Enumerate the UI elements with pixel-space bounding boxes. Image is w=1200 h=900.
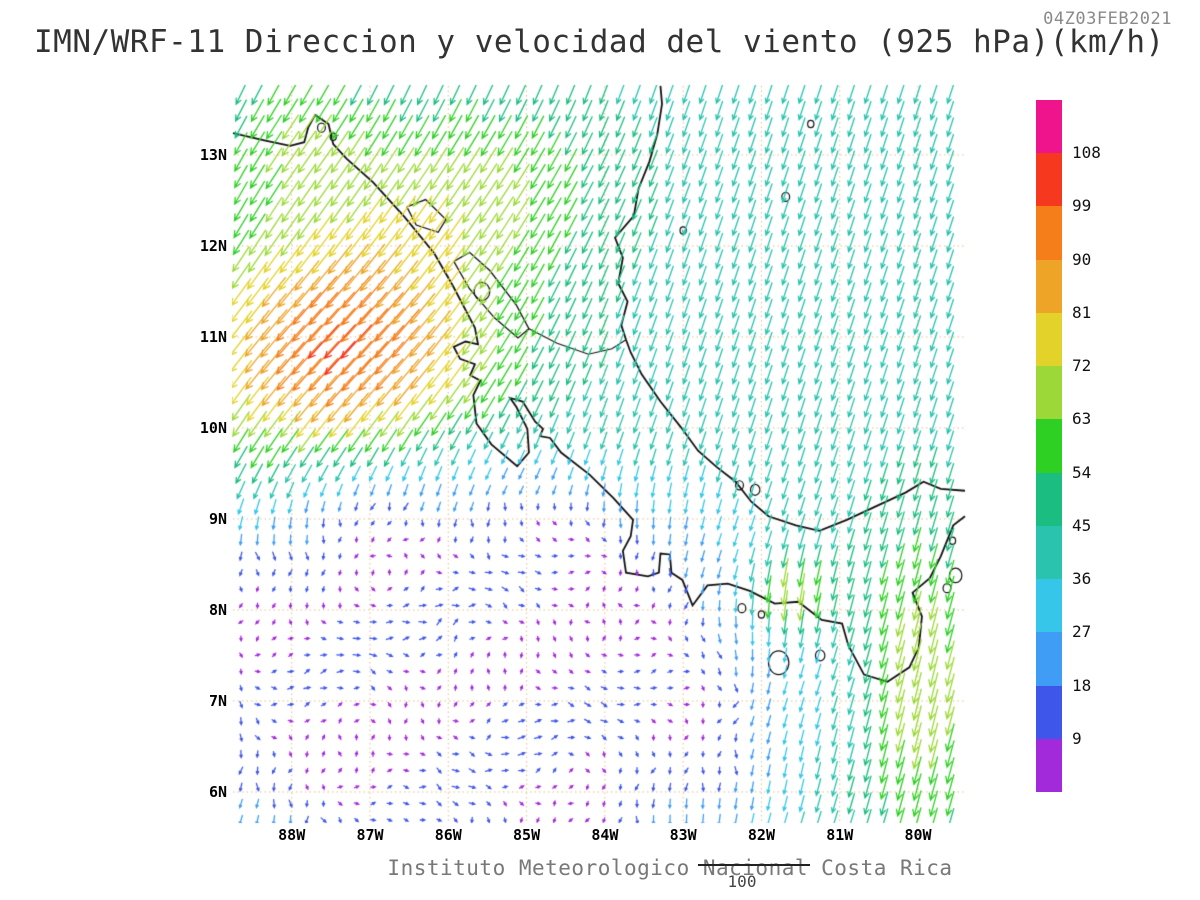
colorbar-segment <box>1036 685 1062 739</box>
reference-vector-label: 100 <box>727 872 757 891</box>
colorbar-label: 45 <box>1072 515 1092 535</box>
colorbar-label: 9 <box>1072 728 1082 748</box>
latitude-axis: 13N 12N 11N 10N 9N 8N 7N 6N <box>140 0 229 900</box>
colorbar-segment <box>1036 738 1062 793</box>
lon-tick-label: 84W <box>591 826 619 844</box>
lat-tick-label: 8N <box>208 600 227 619</box>
colorbar-label: 54 <box>1072 462 1092 482</box>
lon-tick-label: 80W <box>904 826 932 844</box>
colorbar-label: 99 <box>1072 196 1092 216</box>
lon-tick-label: 88W <box>278 826 306 844</box>
lon-tick-label: 81W <box>826 826 854 844</box>
colorbar-segment <box>1036 579 1062 633</box>
colorbar-segment <box>1036 632 1062 686</box>
colorbar-segment <box>1036 259 1062 313</box>
lat-tick-label: 12N <box>199 236 227 255</box>
lon-tick-label: 83W <box>669 826 697 844</box>
lat-tick-label: 11N <box>199 327 227 346</box>
lat-tick-label: 10N <box>199 418 227 437</box>
colorbar-label: 27 <box>1072 622 1092 642</box>
colorbar-label: 108 <box>1072 143 1101 163</box>
colorbar-label: 90 <box>1072 249 1092 269</box>
colorbar-label: 81 <box>1072 302 1092 322</box>
colorbar-segment <box>1036 153 1062 207</box>
lon-tick-label: 82W <box>747 826 775 844</box>
colorbar-segment <box>1036 312 1062 367</box>
lat-tick-label: 7N <box>208 691 227 710</box>
speed-colorbar <box>1036 100 1062 793</box>
lat-tick-label: 13N <box>199 145 227 164</box>
colorbar-label: 18 <box>1072 675 1092 695</box>
reference-vector-line <box>698 864 810 866</box>
colorbar-segment <box>1036 472 1062 526</box>
colorbar-segment <box>1036 366 1062 420</box>
lat-tick-label: 6N <box>208 782 227 801</box>
colorbar-label: 72 <box>1072 356 1092 376</box>
colorbar-segment <box>1036 100 1062 154</box>
longitude-axis: 88W 87W 86W 85W 84W 83W 82W 81W 80W <box>0 826 1200 848</box>
colorbar-segment <box>1036 525 1062 580</box>
credit-text: Instituto Meteorologico Nacional Costa R… <box>387 856 953 880</box>
lon-tick-label: 85W <box>513 826 541 844</box>
colorbar-label: 63 <box>1072 409 1092 429</box>
lat-tick-label: 9N <box>208 509 227 528</box>
colorbar-segment <box>1036 206 1062 260</box>
lon-tick-label: 87W <box>356 826 384 844</box>
lon-tick-label: 86W <box>434 826 462 844</box>
colorbar-label: 36 <box>1072 569 1092 589</box>
colorbar-segment <box>1036 419 1062 473</box>
